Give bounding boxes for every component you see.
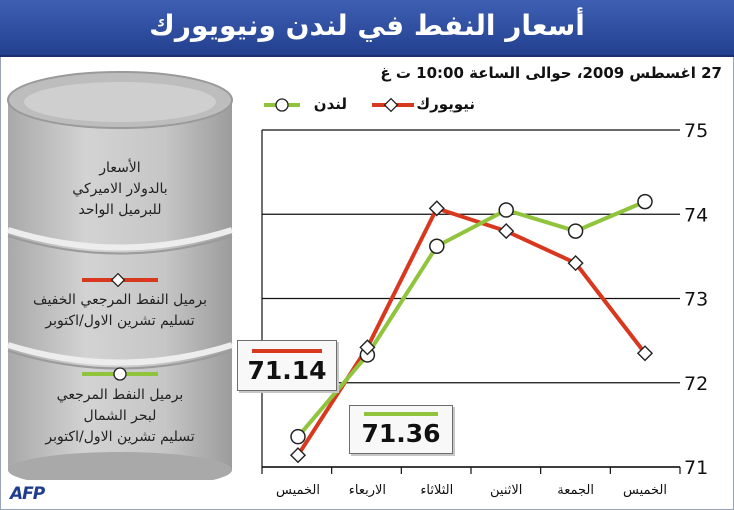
london-data-point [429,238,445,255]
newyork-data-point [428,200,445,217]
title-bar: أسعار النفط في لندن ونيويورك [0,0,734,57]
newyork-data-point [498,223,515,240]
barrel-caption-line: بالدولار الاميركي [72,181,168,197]
barrel-london-description: برميل النفط المرجعي لبحر الشمال تسليم تش… [10,385,230,448]
barrel-london-line: تسليم تشرين الاول/اكتوبر [45,429,195,445]
barrel-newyork-description: برميل النفط المرجعي الخفيف تسليم تشرين ا… [10,290,230,332]
y-tick-label: 73 [684,289,708,311]
newyork-data-point [636,345,654,362]
legend-london: لندن [262,95,347,113]
y-tick-label: 72 [684,373,708,395]
barrel-newyork-line: برميل النفط المرجعي الخفيف [32,292,208,308]
legend-london-label: لندن [313,95,347,113]
x-tick-label: الجمعة [557,483,594,498]
x-tick-label: الاربعاء [349,483,386,498]
legend-london-swatch [264,98,300,112]
x-tick-label: الخميس [623,483,667,498]
london-series-line [296,199,646,438]
london-data-point [567,223,584,239]
barrel-caption: الأسعار بالدولار الاميركي للبرميل الواحد [20,158,220,221]
barrel-london-line: برميل النفط المرجعي [56,387,184,403]
london-callout-bar [364,412,438,416]
newyork-value-callout: 71.14 [237,340,337,391]
barrel-newyork-line: تسليم تشرين الاول/اكتوبر [45,313,195,329]
afp-logo: AFP [10,484,45,504]
x-tick-label: الثلاثاء [420,483,453,498]
london-data-point [498,202,514,218]
page-title: أسعار النفط في لندن ونيويورك [149,9,585,42]
date-line: 27 اغسطس 2009، حوالى الساعة 10:00 ت غ [380,64,722,82]
newyork-callout-bar [252,349,322,353]
legend-newyork-swatch [372,97,414,113]
x-tick-label: الاثنين [490,483,522,498]
newyork-data-point [289,447,307,464]
legend-newyork-label: نيويورك [416,95,475,113]
barrel-london-marker [82,367,158,381]
newyork-data-point [359,339,376,356]
london-data-point [637,193,653,210]
newyork-data-point [567,255,584,272]
barrel-newyork-marker [82,272,158,288]
y-tick-label: 71 [684,457,708,479]
legend-newyork: نيويورك [370,95,475,113]
barrel-london-line: لبحر الشمال [83,408,157,424]
y-tick-label: 74 [684,204,708,226]
newyork-series-line [296,206,647,457]
barrel-caption-line: الأسعار [99,160,141,176]
barrel-caption-line: للبرميل الواحد [78,202,162,218]
x-tick-label: الخميس [276,483,320,498]
london-callout-value: 71.36 [361,419,441,448]
london-value-callout: 71.36 [349,405,453,454]
newyork-callout-value: 71.14 [247,356,327,385]
y-tick-label: 75 [684,120,708,142]
london-data-point [290,428,306,445]
